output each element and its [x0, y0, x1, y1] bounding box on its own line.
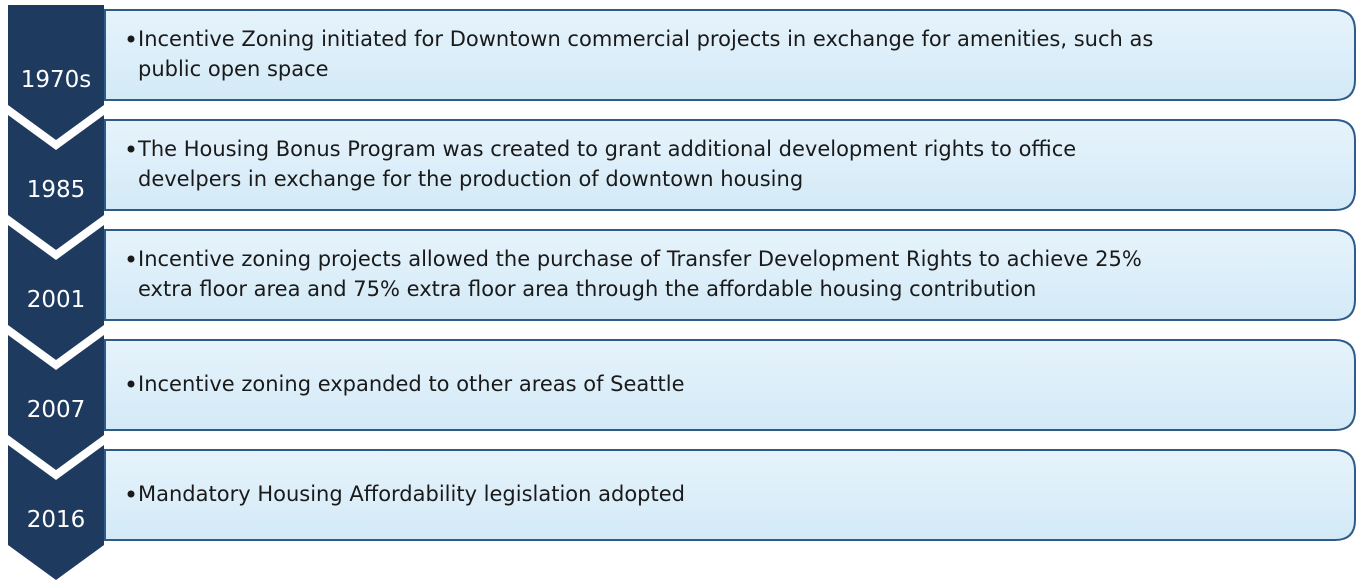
event-box — [104, 449, 1356, 541]
event-box — [104, 119, 1356, 211]
chevron — [8, 445, 104, 580]
chevron — [8, 115, 104, 250]
year-label: 1970s — [21, 67, 92, 93]
event-text: The Housing Bonus Program was created to… — [137, 137, 1076, 161]
year-label: 2007 — [27, 397, 86, 423]
event-text: develpers in exchange for the production… — [138, 167, 803, 191]
bullet — [127, 380, 135, 388]
event-box — [104, 229, 1356, 321]
bullet — [127, 145, 135, 153]
event-text: public open space — [138, 57, 329, 81]
year-label: 2001 — [27, 287, 86, 313]
year-label: 1985 — [27, 177, 86, 203]
chevron — [8, 225, 104, 360]
bullet — [127, 255, 135, 263]
event-text: Mandatory Housing Affordability legislat… — [138, 482, 685, 506]
chevron — [8, 335, 104, 470]
event-text: Incentive zoning projects allowed the pu… — [138, 247, 1142, 271]
chevron — [8, 5, 104, 140]
year-label: 2016 — [27, 507, 86, 533]
event-text: Incentive Zoning initiated for Downtown … — [138, 27, 1153, 51]
bullet — [127, 35, 135, 43]
event-text: extra floor area and 75% extra floor are… — [138, 277, 1036, 301]
event-text: Incentive zoning expanded to other areas… — [138, 372, 685, 396]
bullet — [127, 490, 135, 498]
event-box — [104, 9, 1356, 101]
event-box — [104, 339, 1356, 431]
